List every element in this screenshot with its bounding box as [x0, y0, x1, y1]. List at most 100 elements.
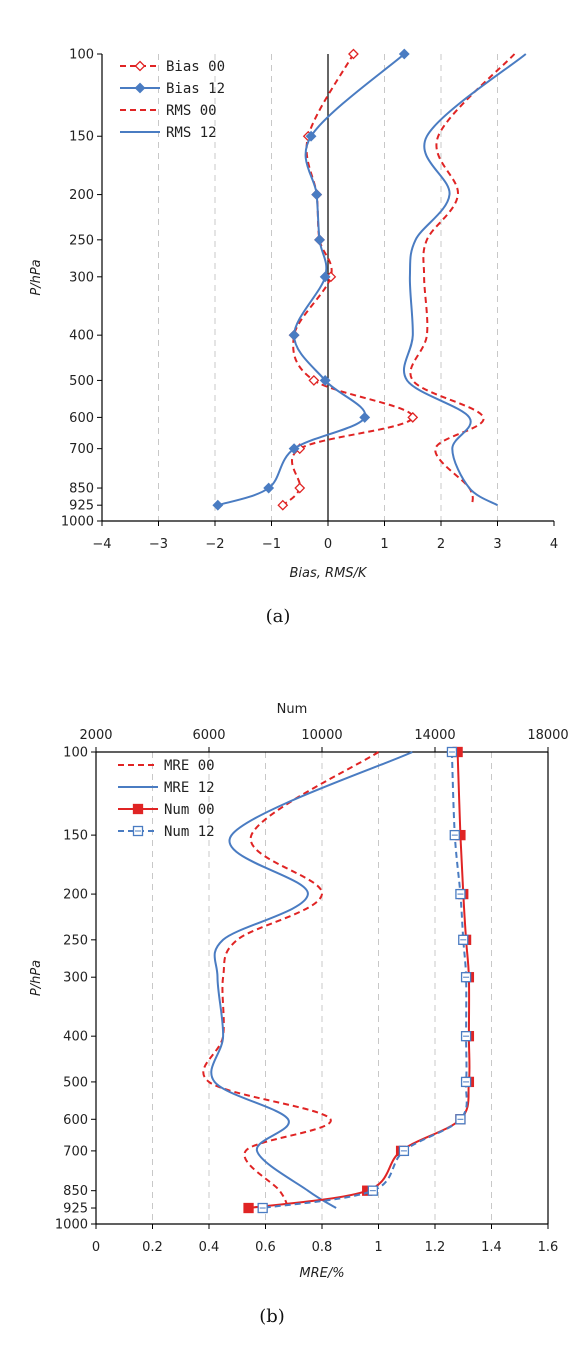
y-axis-title: P/hPa [29, 960, 44, 996]
legend: MRE 00 MRE 12 Num 00 Num 12 [118, 758, 215, 840]
legend-label: Num 00 [164, 802, 215, 818]
x2-tick-label: 2000 [79, 728, 112, 743]
x-axis-title: MRE/% [299, 1266, 344, 1281]
data-point [263, 482, 275, 494]
series-bias-12 [212, 48, 410, 511]
x2-tick-label: 6000 [192, 728, 225, 743]
x-tick-label: −3 [149, 537, 168, 552]
x-tick-label: 1.4 [481, 1240, 502, 1255]
data-point [288, 329, 300, 341]
x-tick-label: 0.4 [199, 1240, 220, 1255]
x-tick-label: 2 [437, 537, 445, 552]
x2-tick-label: 18000 [527, 728, 568, 743]
y-tick-label: 100 [69, 48, 94, 63]
series-num-12 [257, 746, 472, 1214]
legend-label: Num 12 [164, 824, 215, 840]
data-point [294, 482, 306, 494]
y-tick-label: 1000 [61, 515, 94, 530]
legend-label: Bias 12 [166, 81, 225, 97]
y-tick-label: 850 [63, 1184, 88, 1199]
series-line [262, 751, 468, 1209]
data-point [359, 411, 371, 423]
x-tick-label: 0 [92, 1240, 100, 1255]
data-point [311, 189, 323, 201]
y-tick-label: 700 [63, 1144, 88, 1159]
x-tick-label: −4 [92, 537, 111, 552]
x-tick-label: −2 [205, 537, 224, 552]
y-tick-label: 400 [69, 329, 94, 344]
series-bias-00 [277, 48, 419, 511]
x-tick-label: 0.2 [142, 1240, 163, 1255]
data-point [277, 499, 289, 511]
legend-label: Bias 00 [166, 59, 225, 75]
data-point [314, 234, 325, 246]
legend-label: MRE 12 [164, 780, 215, 796]
x-tick-label: 0.8 [312, 1240, 333, 1255]
y-tick-label: 150 [69, 130, 94, 145]
y-tick-label: 925 [63, 1202, 88, 1217]
y-tick-label: 300 [69, 270, 94, 285]
x-tick-label: 0 [324, 537, 332, 552]
panel-label: (a) [266, 606, 291, 627]
series-line [282, 53, 414, 506]
data-point [319, 271, 331, 283]
panel-label: (b) [259, 1306, 285, 1327]
legend-label: RMS 00 [166, 103, 217, 119]
y-tick-label: 500 [63, 1075, 88, 1090]
x-tick-label: 4 [550, 537, 558, 552]
data-point [243, 1202, 254, 1214]
y-tick-label: 400 [63, 1030, 88, 1045]
y-axis-title: P/hPa [29, 259, 44, 295]
x-axis-title: Bias, RMS/K [290, 566, 368, 581]
series-line [210, 751, 413, 1209]
x-tick-label: 1.2 [425, 1240, 446, 1255]
series-line [248, 751, 471, 1209]
y-tick-label: 150 [63, 829, 88, 844]
series-mre-12 [210, 751, 413, 1209]
data-point [319, 374, 331, 386]
x-tick-label: −1 [262, 537, 281, 552]
series-rms-12 [402, 53, 527, 507]
series-line [217, 53, 405, 507]
y-tick-label: 1000 [55, 1218, 88, 1233]
series-line [202, 751, 380, 1209]
series-rms-00 [409, 53, 516, 506]
x2-axis-title: Num [277, 702, 308, 717]
series-num-00 [243, 746, 475, 1214]
data-point [305, 130, 317, 142]
x-tick-label: 1 [374, 1240, 382, 1255]
y-tick-label: 200 [63, 888, 88, 903]
series-mre-00 [202, 751, 380, 1209]
y-tick-label: 250 [69, 233, 94, 248]
x-tick-label: 1.6 [538, 1240, 559, 1255]
y-tick-label: 250 [63, 933, 88, 948]
legend-swatch-marker [134, 82, 146, 94]
y-tick-label: 300 [63, 971, 88, 986]
data-point [398, 48, 410, 60]
y-tick-label: 100 [63, 746, 88, 761]
legend-label: MRE 00 [164, 758, 215, 774]
legend-swatch-marker [134, 60, 146, 72]
data-point [407, 411, 419, 423]
y-tick-label: 925 [69, 499, 94, 514]
legend-swatch-marker [132, 803, 144, 815]
legend: Bias 00 Bias 12 RMS 00 RMS 12 [120, 59, 225, 141]
x-tick-label: 1 [380, 537, 388, 552]
legend-label: RMS 12 [166, 125, 217, 141]
y-tick-label: 700 [69, 442, 94, 457]
y-tick-label: 200 [69, 188, 94, 203]
data-point [212, 499, 224, 511]
data-point [308, 374, 320, 386]
x-tick-label: 0.6 [255, 1240, 276, 1255]
x2-tick-label: 14000 [414, 728, 455, 743]
y-tick-label: 600 [69, 411, 94, 426]
y-tick-label: 850 [69, 482, 94, 497]
x2-tick-label: 10000 [301, 728, 342, 743]
series-line [402, 53, 527, 507]
x-tick-label: 3 [493, 537, 501, 552]
y-tick-label: 600 [63, 1113, 88, 1128]
data-point [288, 443, 300, 455]
